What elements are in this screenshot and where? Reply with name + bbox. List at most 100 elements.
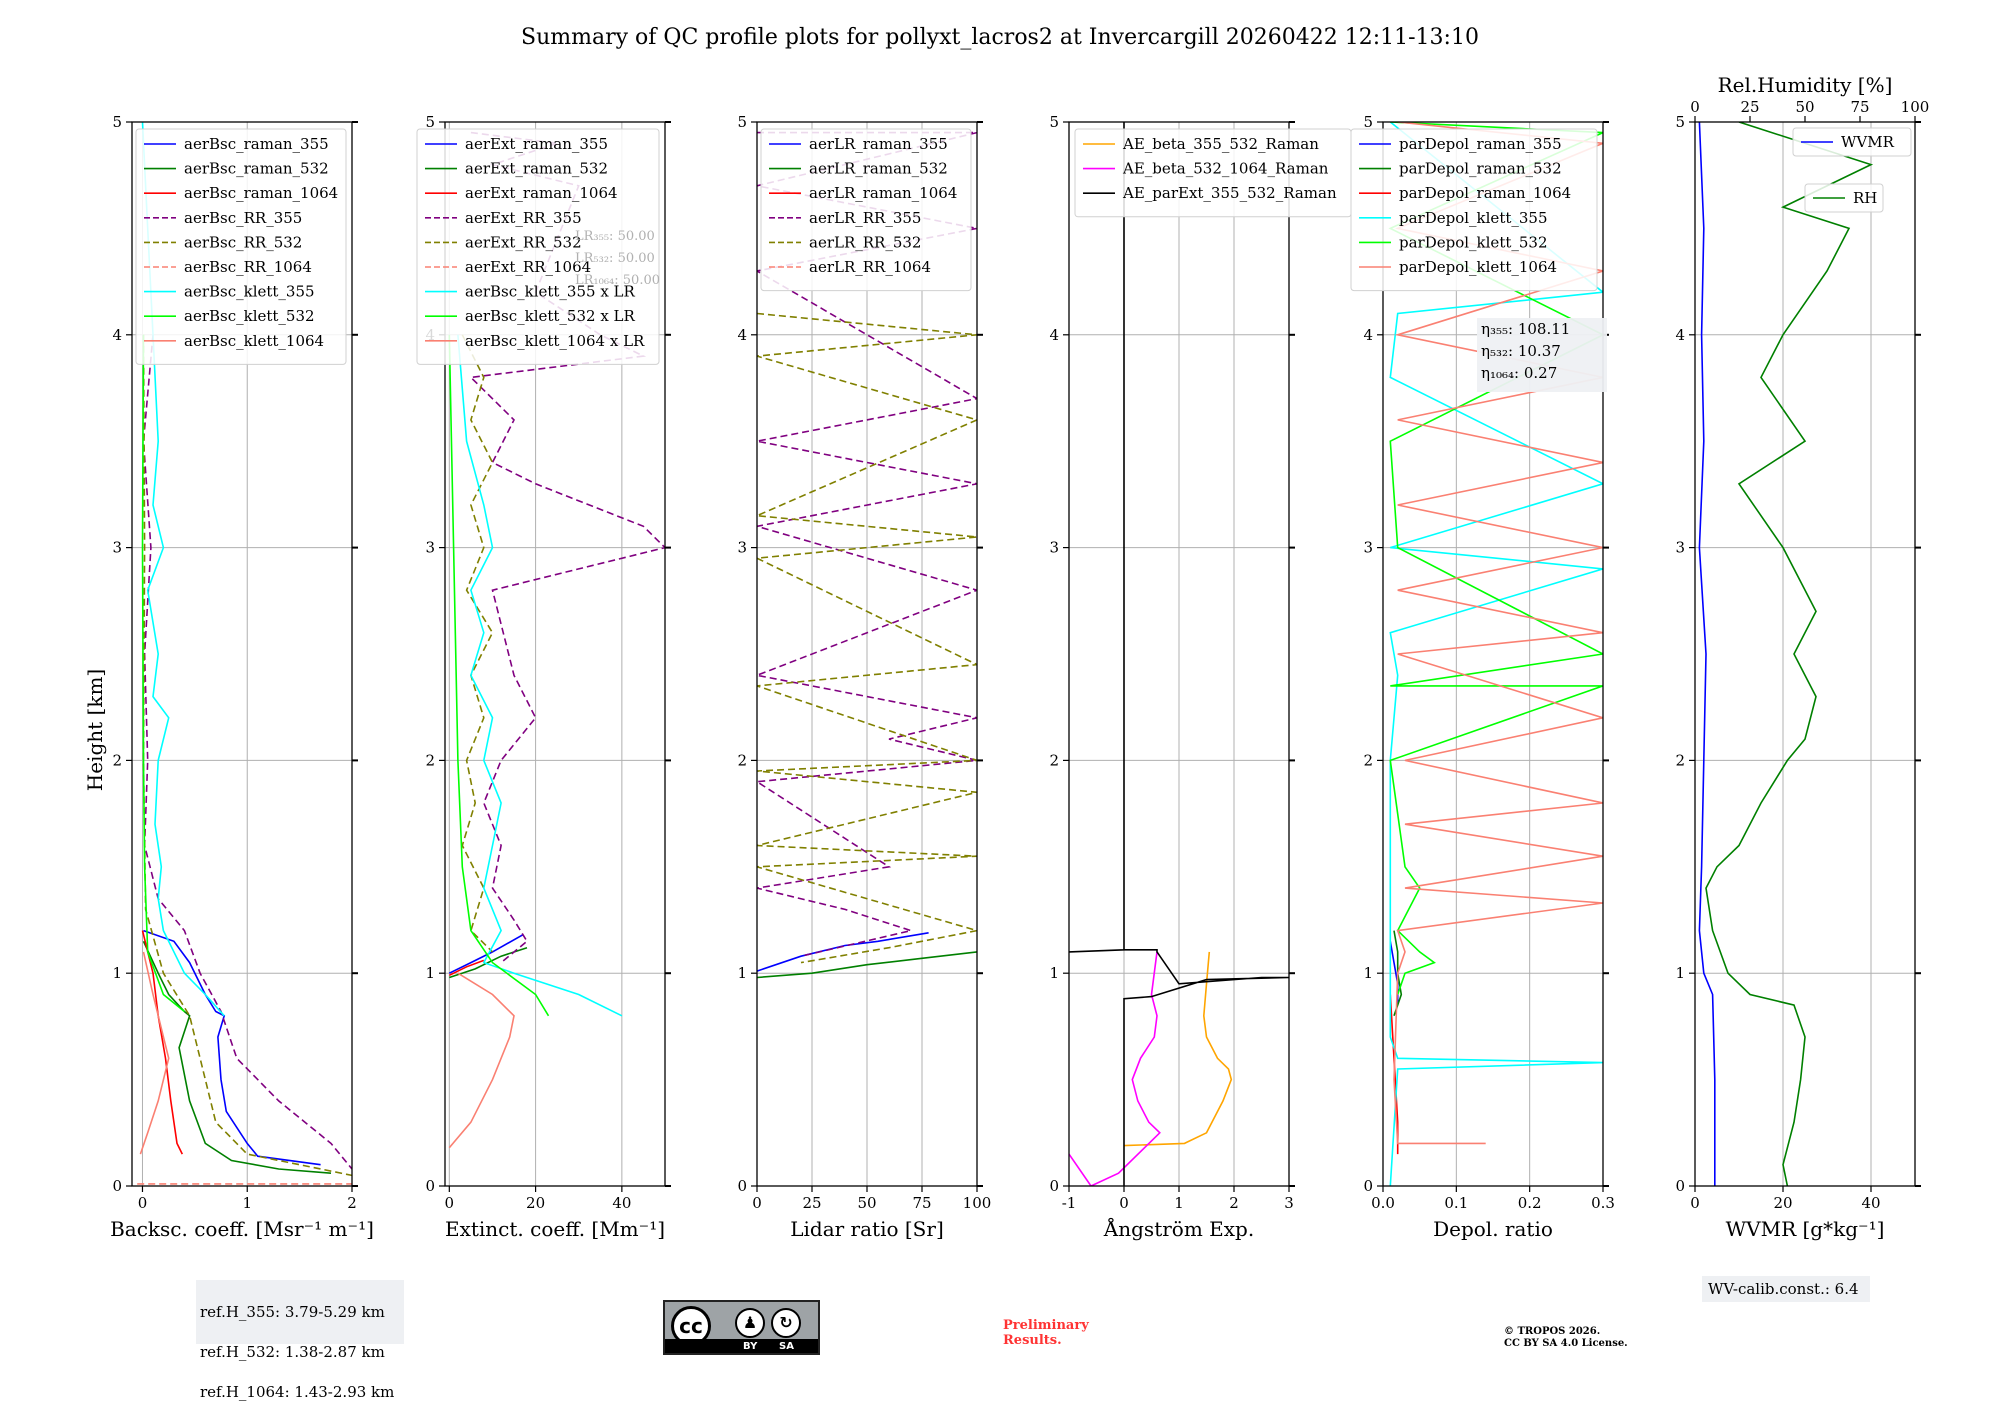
series-line-aerBsc_RR_355: [142, 334, 352, 1170]
series-line-aerBsc_klett_1064 x LR: [448, 972, 515, 1149]
y-tick-label: 0: [737, 1177, 747, 1195]
legend-label: AE_parExt_355_532_Raman: [1122, 184, 1337, 202]
legend-box: [1792, 127, 1912, 157]
series-line-aerExt_RR_532: [461, 334, 494, 953]
legend-label: aerExt_raman_1064: [465, 184, 618, 202]
legend-label: aerLR_raman_1064: [809, 184, 957, 202]
legend-label: aerExt_RR_1064: [465, 258, 591, 276]
annotation-line: η₃₅₅: 108.11: [1481, 320, 1570, 338]
x-tick-label: 0: [1119, 1194, 1129, 1212]
figure-title: Summary of QC profile plots for pollyxt_…: [521, 25, 1479, 50]
series-line-aerBsc_klett_532 x LR: [448, 334, 550, 1017]
x-tick-label: 0.2: [1518, 1194, 1542, 1212]
x-tick-label: 20: [526, 1194, 545, 1212]
cc-by-label: BY: [743, 1341, 758, 1352]
ref-line-532: ref.H_532: 1.38-2.87 km: [200, 1343, 385, 1361]
axes-frame: [444, 121, 666, 1187]
series-group: [1069, 122, 1289, 1186]
cc-license-badge[interactable]: cc ♟ ↻ BY SA: [663, 1300, 820, 1355]
series-line-aerLR_raman_355: [757, 932, 929, 972]
y-tick-label: 3: [1675, 539, 1685, 557]
series-line-parDepol_klett_1064: [1393, 122, 1603, 1145]
y-tick-label: 1: [1363, 964, 1373, 982]
top-x-tick-label: 75: [1850, 98, 1869, 116]
x-tick-label: 0: [445, 1194, 455, 1212]
legend-label: aerLR_raman_355: [809, 135, 948, 153]
x-tick-label: 40: [1861, 1194, 1880, 1212]
legend-label: AE_beta_532_1064_Raman: [1122, 160, 1329, 178]
axes-frame: [1382, 121, 1604, 1187]
legend-label: parDepol_raman_355: [1399, 135, 1562, 153]
x-axis-label: Lidar ratio [Sr]: [790, 1217, 944, 1241]
y-tick-label: 5: [112, 113, 122, 131]
y-tick-label: 0: [1363, 1177, 1373, 1195]
cc-strip: [665, 1339, 818, 1353]
series-group: [1388, 122, 1603, 1186]
legend-label: parDepol_raman_1064: [1399, 184, 1571, 202]
y-tick-label: 2: [1363, 751, 1373, 769]
legend-label: aerBsc_klett_355: [184, 283, 315, 301]
y-tick-label: 3: [112, 539, 122, 557]
y-tick-label: 5: [1363, 113, 1373, 131]
x-tick-label: 75: [912, 1194, 931, 1212]
legend-label: aerBsc_klett_532: [184, 307, 315, 325]
legend-label: AE_beta_355_532_Raman: [1122, 135, 1319, 153]
cc-sa-label: SA: [779, 1341, 794, 1352]
ref-line-1064: ref.H_1064: 1.43-2.93 km: [200, 1383, 395, 1401]
y-tick-label: 1: [1049, 964, 1059, 982]
series-line-AE_beta_355_532_Raman: [1123, 951, 1233, 1147]
y-tick-label: 2: [737, 751, 747, 769]
panel-backscatter: 0 1 2 3 4 5 0 1 2 Backsc. coeff. [Msr⁻¹ m⁻¹] aerBs…: [110, 113, 374, 1241]
x-tick-label: 0: [138, 1194, 148, 1212]
x-axis-label: Ångström Exp.: [1103, 1216, 1254, 1241]
series-group: [1698, 122, 1874, 1186]
series-line-aerExt_raman_355: [448, 934, 523, 974]
x-tick-label: 0: [752, 1194, 762, 1212]
legend-label: parDepol_raman_532: [1399, 160, 1562, 178]
y-tick-label: 3: [737, 539, 747, 557]
y-tick-label: 0: [112, 1177, 122, 1195]
x-tick-label: 0.3: [1591, 1194, 1615, 1212]
top-axis-label: Rel.Humidity [%]: [1718, 73, 1893, 97]
legend-label: parDepol_klett_1064: [1399, 258, 1557, 276]
series-line-aerLR_raman_532: [757, 951, 977, 979]
series-line-aerBsc_klett_355: [141, 122, 225, 1017]
y-tick-label: 2: [425, 751, 435, 769]
series-line-aerBsc_klett_355 x LR: [457, 334, 623, 1017]
legend-label: aerExt_raman_532: [465, 160, 608, 178]
annotation-box: [1477, 318, 1607, 392]
series-line-aerLR_RR_532: [757, 312, 977, 964]
y-tick-label: 4: [1363, 326, 1373, 344]
legend-label: aerBsc_raman_1064: [184, 184, 338, 202]
x-tick-label: 2: [347, 1194, 357, 1212]
wv-calibration-box: WV-calib.const.: 6.4: [1702, 1276, 1870, 1302]
series-line-aerBsc_klett_532: [141, 334, 185, 1013]
legend-label: aerBsc_raman_532: [184, 160, 329, 178]
series-line-AE_parExt_355_532_Raman: [1069, 122, 1289, 1186]
attribution-icon: ♟: [735, 1308, 765, 1338]
series-group: [448, 131, 665, 1149]
legend-label: aerLR_RR_1064: [809, 258, 931, 276]
series-line-parDepol_klett_532: [1388, 122, 1603, 995]
y-tick-label: 4: [1675, 326, 1685, 344]
series-line-parDepol_klett_355: [1389, 122, 1603, 1186]
y-tick-label: 5: [1049, 113, 1059, 131]
y-tick-label: 0: [1675, 1177, 1685, 1195]
series-line-RH: [1705, 122, 1874, 1186]
x-axis-label: Extinct. coeff. [Mm⁻¹]: [445, 1217, 665, 1241]
y-tick-label: 2: [112, 751, 122, 769]
reference-height-box: ref.H_355: 3.79-5.29 km ref.H_532: 1.38-…: [196, 1280, 404, 1401]
legend-label: aerBsc_RR_1064: [184, 258, 312, 276]
copyright-notice: © TROPOS 2026. CC BY SA 4.0 License.: [1504, 1326, 1628, 1349]
annotation-line: LR₃₅₅: 50.00: [575, 229, 655, 244]
x-tick-label: 0.1: [1444, 1194, 1468, 1212]
legend-box: [135, 128, 347, 365]
legend-label: aerExt_RR_532: [465, 233, 582, 251]
top-x-tick-label: 100: [1901, 98, 1930, 116]
legend-label: RH: [1853, 189, 1877, 207]
y-tick-label: 5: [425, 113, 435, 131]
legend-label: parDepol_klett_355: [1399, 209, 1548, 227]
